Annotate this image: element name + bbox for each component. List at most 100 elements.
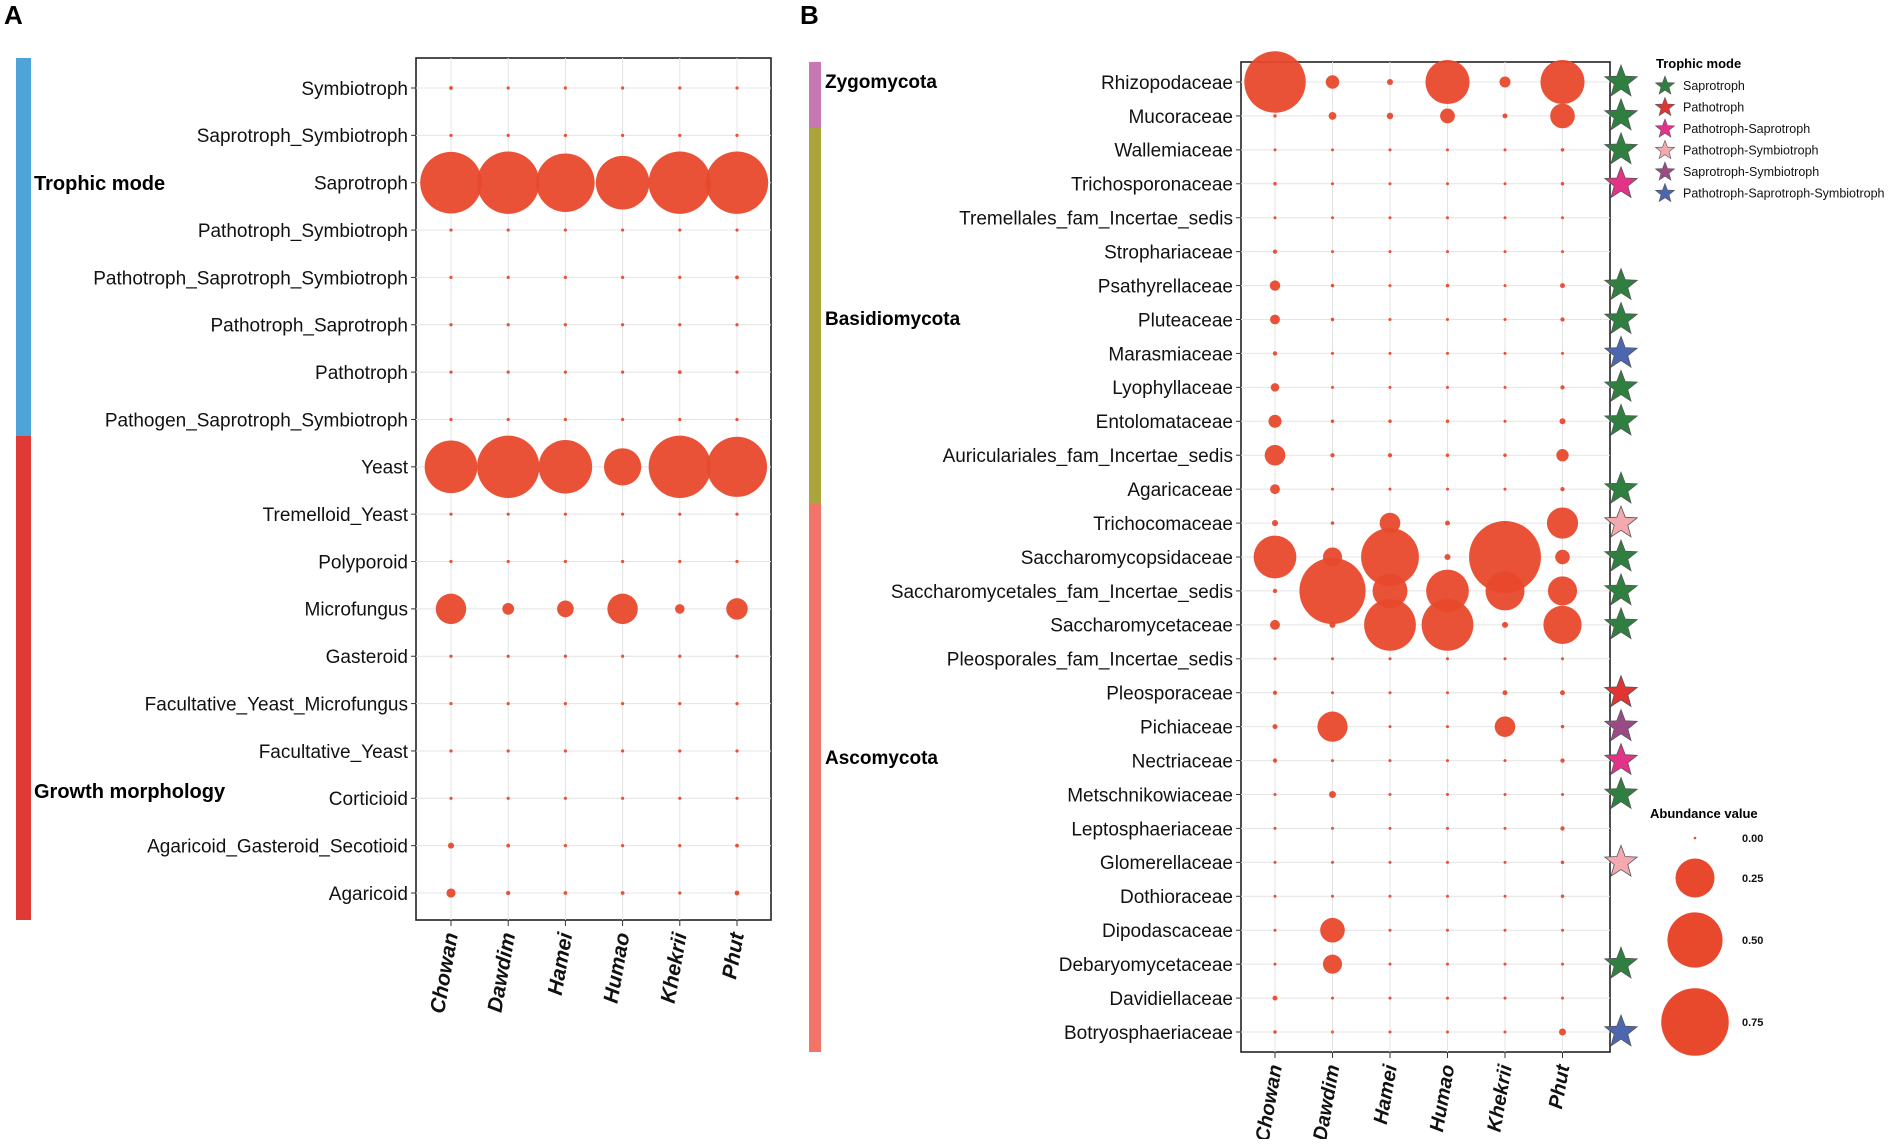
b-row-label: Mucoraceae xyxy=(1128,107,1233,128)
trophic-star xyxy=(1603,301,1639,335)
a-bubble xyxy=(506,796,510,800)
b-bubble xyxy=(1273,894,1277,898)
trophic-legend-label: Saprotroph xyxy=(1683,79,1745,93)
trophic-legend-star xyxy=(1654,139,1676,160)
a-bubble xyxy=(449,370,453,374)
b-bubble xyxy=(1331,691,1334,695)
b-bubble xyxy=(1331,351,1334,355)
a-bubble xyxy=(678,891,682,895)
b-bubble xyxy=(1560,690,1565,696)
a-bubble xyxy=(648,435,711,498)
b-bubble xyxy=(1388,148,1392,152)
a-bubble xyxy=(735,323,739,327)
a-bubble xyxy=(678,701,682,706)
b-bubble xyxy=(1540,59,1585,105)
b-bubble xyxy=(1503,860,1507,864)
b-bubble xyxy=(1560,182,1565,186)
a-bubble xyxy=(735,559,739,564)
b-bubble xyxy=(1446,318,1449,321)
b-bubble xyxy=(1299,557,1366,625)
a-bubble xyxy=(538,440,593,494)
b-bubble xyxy=(1446,1030,1449,1034)
b-bubble xyxy=(1325,75,1340,89)
b-bubble xyxy=(1273,657,1277,661)
b-row-label: Marasmiaceae xyxy=(1108,344,1233,365)
panel-b-bubbles xyxy=(1244,51,1585,1036)
a-bubble xyxy=(648,151,711,214)
b-bubble xyxy=(1331,860,1334,864)
a-bubble xyxy=(449,559,453,564)
b-bubble xyxy=(1361,528,1419,586)
b-bubble xyxy=(1561,351,1564,355)
b-bubble xyxy=(1273,826,1277,830)
a-bubble xyxy=(735,654,739,658)
a-bubble xyxy=(735,133,739,137)
b-bubble xyxy=(1561,657,1564,661)
b-row-label: Lyophyllaceae xyxy=(1112,378,1233,399)
b-x-label: Dawdim xyxy=(1309,1063,1344,1139)
b-bubble xyxy=(1272,588,1278,594)
a-bubble xyxy=(735,417,739,422)
b-bubble xyxy=(1444,553,1451,561)
b-row-label: Saccharomycetales_fam_Incertae_sedis xyxy=(891,582,1233,603)
b-bubble xyxy=(1331,487,1334,491)
a-bubble xyxy=(678,86,682,90)
b-bubble xyxy=(1388,216,1392,220)
abundance-legend-circle xyxy=(1693,836,1697,840)
b-bubble xyxy=(1559,1028,1566,1036)
b-bubble xyxy=(1446,250,1449,254)
b-bubble xyxy=(1502,113,1508,119)
b-row-label: Leptosphaeriaceae xyxy=(1071,819,1233,840)
trophic-star xyxy=(1603,63,1639,97)
b-row-label: Strophariaceae xyxy=(1104,242,1233,263)
b-bubble xyxy=(1364,598,1416,651)
b-bubble xyxy=(1503,1030,1507,1034)
trophic-legend-label: Pathotroph-Saprotroph xyxy=(1683,122,1810,136)
a-row-label: Pathotroph_Saprotroph xyxy=(210,316,408,337)
a-bubble xyxy=(678,133,682,137)
b-bubble xyxy=(1560,148,1565,152)
trophic-star xyxy=(1603,403,1639,436)
a-bubble xyxy=(621,133,625,137)
b-bubble xyxy=(1503,284,1507,288)
a-bubble xyxy=(621,749,625,753)
a-bubble xyxy=(735,275,739,280)
a-bubble xyxy=(449,323,453,327)
a-bubble xyxy=(620,891,625,895)
trophic-legend-label: Pathotroph-Symbiotroph xyxy=(1683,144,1819,158)
b-bubble xyxy=(1270,484,1280,495)
a-bubble xyxy=(621,228,625,232)
b-bubble xyxy=(1560,826,1565,831)
b-bubble xyxy=(1555,549,1570,565)
a-bubble xyxy=(735,749,739,753)
trophic-star xyxy=(1603,708,1639,742)
a-bubble xyxy=(735,796,739,800)
a-x-label: Chowan xyxy=(426,931,463,1015)
b-x-label: Phut xyxy=(1545,1062,1575,1111)
b-bubble xyxy=(1386,78,1394,86)
b-bubble xyxy=(1446,657,1449,661)
b-bubble xyxy=(1446,691,1449,695)
b-bubble xyxy=(1270,383,1280,392)
b-bubble xyxy=(1446,182,1449,186)
a-row-label: Tremelloid_Yeast xyxy=(263,505,409,526)
a-bubble xyxy=(678,796,682,800)
b-bubble xyxy=(1331,216,1334,220)
b-bubble xyxy=(1485,571,1525,611)
b-row-label: Saccharomycopsidaceae xyxy=(1021,548,1233,569)
a-bubble xyxy=(735,843,739,848)
panel-a-label: A xyxy=(4,0,23,30)
b-bubble xyxy=(1269,280,1281,291)
b-bubble xyxy=(1503,657,1507,661)
b-bubble xyxy=(1446,793,1449,796)
a-bubble xyxy=(678,844,682,848)
a-bubble xyxy=(735,228,739,232)
a-bubble xyxy=(621,275,625,280)
b-row-label: Pleosporales_fam_Incertae_sedis xyxy=(947,650,1233,671)
panel-b-x-labels: Chowan Dawdim Hamei Humao Khekrii Phut xyxy=(1252,1062,1575,1144)
b-bubble xyxy=(1503,216,1507,220)
a-bubble xyxy=(477,151,540,214)
trophic-star xyxy=(1603,267,1639,301)
b-bubble xyxy=(1503,928,1507,932)
a-bubble xyxy=(621,86,625,90)
